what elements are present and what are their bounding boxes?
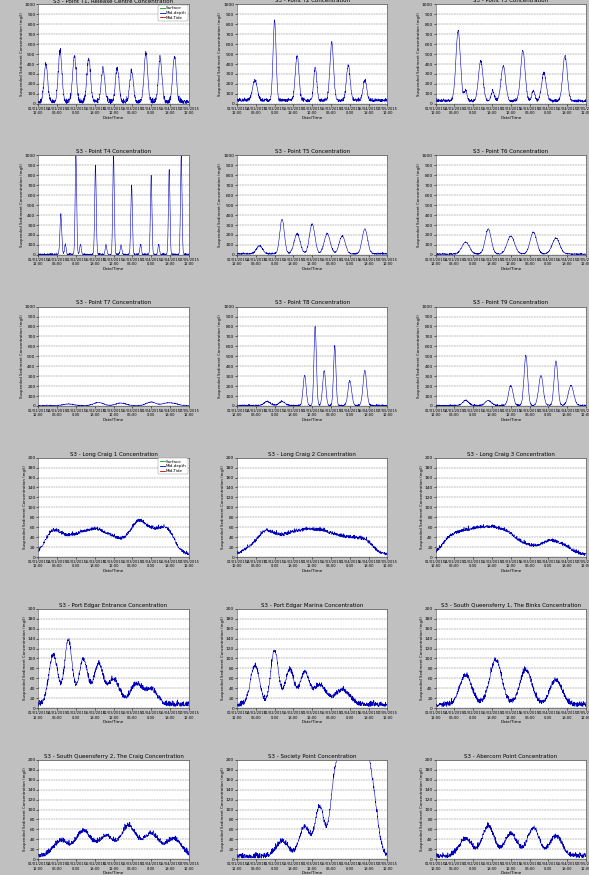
Y-axis label: Suspended Sediment Concentration (mg/l): Suspended Sediment Concentration (mg/l) xyxy=(417,12,421,96)
Y-axis label: Suspended Sediment Concentration (mg/l): Suspended Sediment Concentration (mg/l) xyxy=(22,767,27,851)
X-axis label: Date/Time: Date/Time xyxy=(302,116,323,120)
X-axis label: Date/Time: Date/Time xyxy=(302,418,323,422)
Title: S3 - South Queensferry 2, The Craig Concentration: S3 - South Queensferry 2, The Craig Conc… xyxy=(44,753,183,759)
Legend: Surface, Mid-depth, Mid-Tide: Surface, Mid-depth, Mid-Tide xyxy=(158,458,188,474)
Legend: Surface, Mid-depth, Mid-Tide: Surface, Mid-depth, Mid-Tide xyxy=(158,5,188,21)
Title: S3 - Point T1, Release Centre Concentration: S3 - Point T1, Release Centre Concentrat… xyxy=(54,0,174,4)
X-axis label: Date/Time: Date/Time xyxy=(103,267,124,271)
X-axis label: Date/Time: Date/Time xyxy=(500,267,521,271)
Title: S3 - Port Edgar Marina Concentration: S3 - Port Edgar Marina Concentration xyxy=(261,603,363,607)
Title: S3 - Point T2 Concentration: S3 - Point T2 Concentration xyxy=(274,0,350,4)
Y-axis label: Suspended Sediment Concentration (mg/l): Suspended Sediment Concentration (mg/l) xyxy=(22,617,27,700)
Title: S3 - Point T5 Concentration: S3 - Point T5 Concentration xyxy=(274,150,350,154)
Title: S3 - Long Craig 3 Concentration: S3 - Long Craig 3 Concentration xyxy=(467,452,555,457)
X-axis label: Date/Time: Date/Time xyxy=(103,116,124,120)
Title: S3 - Point T8 Concentration: S3 - Point T8 Concentration xyxy=(274,300,350,305)
Y-axis label: Suspended Sediment Concentration (mg/l): Suspended Sediment Concentration (mg/l) xyxy=(221,767,225,851)
Title: S3 - Long Craig 2 Concentration: S3 - Long Craig 2 Concentration xyxy=(268,452,356,457)
Title: S3 - Point T3 Concentration: S3 - Point T3 Concentration xyxy=(473,0,548,4)
X-axis label: Date/Time: Date/Time xyxy=(500,569,521,573)
Title: S3 - Abercorn Point Concentration: S3 - Abercorn Point Concentration xyxy=(464,753,557,759)
Title: S3 - Port Edgar Entrance Concentration: S3 - Port Edgar Entrance Concentration xyxy=(59,603,168,607)
X-axis label: Date/Time: Date/Time xyxy=(103,569,124,573)
Title: S3 - Point T4 Concentration: S3 - Point T4 Concentration xyxy=(76,150,151,154)
Y-axis label: Suspended Sediment Concentration (mg/l): Suspended Sediment Concentration (mg/l) xyxy=(417,164,421,247)
Y-axis label: Suspended Sediment Concentration (mg/l): Suspended Sediment Concentration (mg/l) xyxy=(219,314,223,398)
Title: S3 - Point T9 Concentration: S3 - Point T9 Concentration xyxy=(473,300,548,305)
X-axis label: Date/Time: Date/Time xyxy=(302,720,323,724)
Y-axis label: Suspended Sediment Concentration (mg/l): Suspended Sediment Concentration (mg/l) xyxy=(22,466,27,550)
Title: S3 - Long Craig 1 Concentration: S3 - Long Craig 1 Concentration xyxy=(70,452,157,457)
Y-axis label: Suspended Sediment Concentration (mg/l): Suspended Sediment Concentration (mg/l) xyxy=(221,466,225,550)
Y-axis label: Suspended Sediment Concentration (mg/l): Suspended Sediment Concentration (mg/l) xyxy=(420,767,424,851)
Y-axis label: Suspended Sediment Concentration (mg/l): Suspended Sediment Concentration (mg/l) xyxy=(20,314,24,398)
Title: S3 - South Queensferry 1, The Binks Concentration: S3 - South Queensferry 1, The Binks Conc… xyxy=(441,603,581,607)
Y-axis label: Suspended Sediment Concentration (mg/l): Suspended Sediment Concentration (mg/l) xyxy=(219,164,223,247)
Title: S3 - Society Point Concentration: S3 - Society Point Concentration xyxy=(268,753,356,759)
Y-axis label: Suspended Sediment Concentration (mg/l): Suspended Sediment Concentration (mg/l) xyxy=(417,314,421,398)
X-axis label: Date/Time: Date/Time xyxy=(302,267,323,271)
X-axis label: Date/Time: Date/Time xyxy=(500,116,521,120)
X-axis label: Date/Time: Date/Time xyxy=(103,418,124,422)
Title: S3 - Point T7 Concentration: S3 - Point T7 Concentration xyxy=(76,300,151,305)
X-axis label: Date/Time: Date/Time xyxy=(500,418,521,422)
Y-axis label: Suspended Sediment Concentration (mg/l): Suspended Sediment Concentration (mg/l) xyxy=(219,12,223,96)
X-axis label: Date/Time: Date/Time xyxy=(500,720,521,724)
Y-axis label: Suspended Sediment Concentration (mg/l): Suspended Sediment Concentration (mg/l) xyxy=(420,466,424,550)
X-axis label: Date/Time: Date/Time xyxy=(103,872,124,875)
X-axis label: Date/Time: Date/Time xyxy=(302,569,323,573)
X-axis label: Date/Time: Date/Time xyxy=(500,872,521,875)
Y-axis label: Suspended Sediment Concentration (mg/l): Suspended Sediment Concentration (mg/l) xyxy=(20,12,24,96)
Title: S3 - Point T6 Concentration: S3 - Point T6 Concentration xyxy=(473,150,548,154)
Y-axis label: Suspended Sediment Concentration (mg/l): Suspended Sediment Concentration (mg/l) xyxy=(20,164,24,247)
X-axis label: Date/Time: Date/Time xyxy=(103,720,124,724)
X-axis label: Date/Time: Date/Time xyxy=(302,872,323,875)
Y-axis label: Suspended Sediment Concentration (mg/l): Suspended Sediment Concentration (mg/l) xyxy=(221,617,225,700)
Y-axis label: Suspended Sediment Concentration (mg/l): Suspended Sediment Concentration (mg/l) xyxy=(420,617,424,700)
